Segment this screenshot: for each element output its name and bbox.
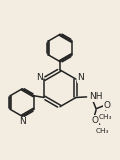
Text: NH: NH (90, 92, 103, 101)
Text: N: N (36, 73, 43, 82)
Text: N: N (19, 117, 25, 126)
Text: N: N (77, 73, 84, 82)
Text: O: O (91, 116, 98, 124)
Text: O: O (103, 101, 110, 110)
Text: CH₃: CH₃ (99, 113, 112, 120)
Text: CH₃: CH₃ (95, 128, 109, 134)
